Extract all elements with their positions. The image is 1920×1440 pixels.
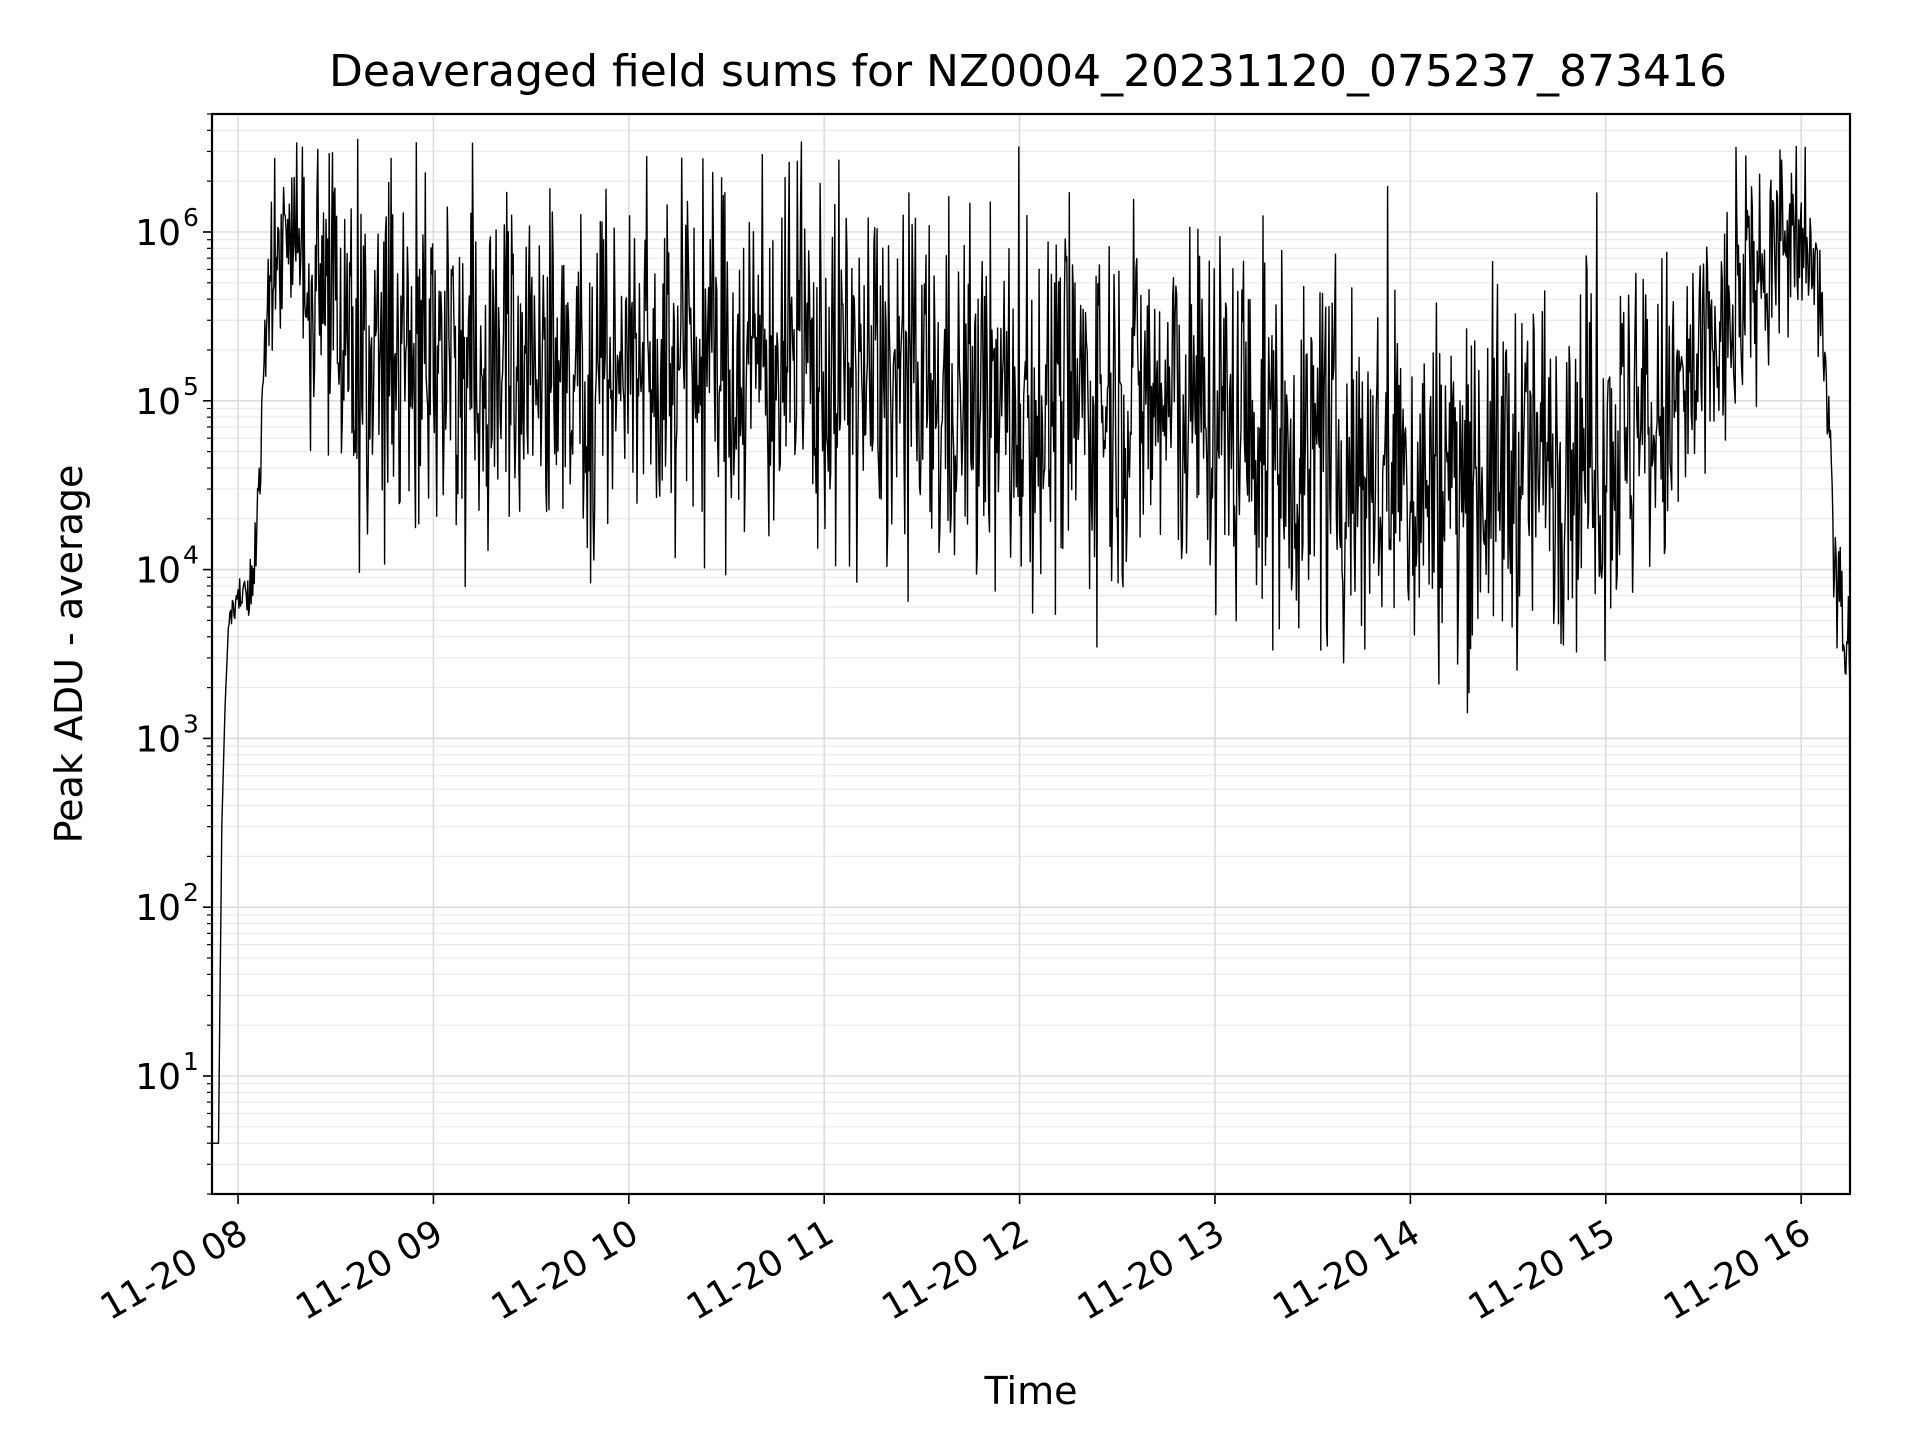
y-tick-label-base: 10: [135, 551, 181, 592]
y-tick-label-exponent: 1: [183, 1047, 199, 1076]
y-tick-label-exponent: 3: [183, 709, 199, 738]
data-layer: [212, 138, 1851, 1144]
series-line: [212, 138, 1851, 1144]
y-tick-label: 10 1: [135, 1047, 199, 1098]
chart-title: Deaveraged field sums for NZ0004_2023112…: [329, 46, 1727, 97]
y-tick-label-base: 10: [135, 213, 181, 254]
x-axis-label: Time: [984, 1369, 1078, 1413]
y-tick-label: 10 2: [135, 878, 199, 929]
y-tick-label-base: 10: [135, 1057, 181, 1098]
y-tick-label: 10 5: [135, 372, 199, 423]
y-tick-label-base: 10: [135, 382, 181, 423]
y-tick-label: 10 6: [135, 203, 199, 254]
y-tick-label-exponent: 5: [183, 372, 199, 401]
y-tick-label: 10 4: [135, 541, 199, 592]
y-tick-label-base: 10: [135, 888, 181, 929]
y-tick-label-exponent: 4: [183, 541, 199, 570]
y-tick-label-exponent: 6: [183, 203, 199, 232]
plot-frame: [210, 112, 1852, 1196]
y-axis-label: Peak ADU - average: [47, 465, 91, 844]
y-tick-label-exponent: 2: [183, 878, 199, 907]
y-tick-label-base: 10: [135, 719, 181, 760]
tick-layer: [203, 113, 1802, 1204]
y-tick-label: 10 3: [135, 709, 199, 760]
